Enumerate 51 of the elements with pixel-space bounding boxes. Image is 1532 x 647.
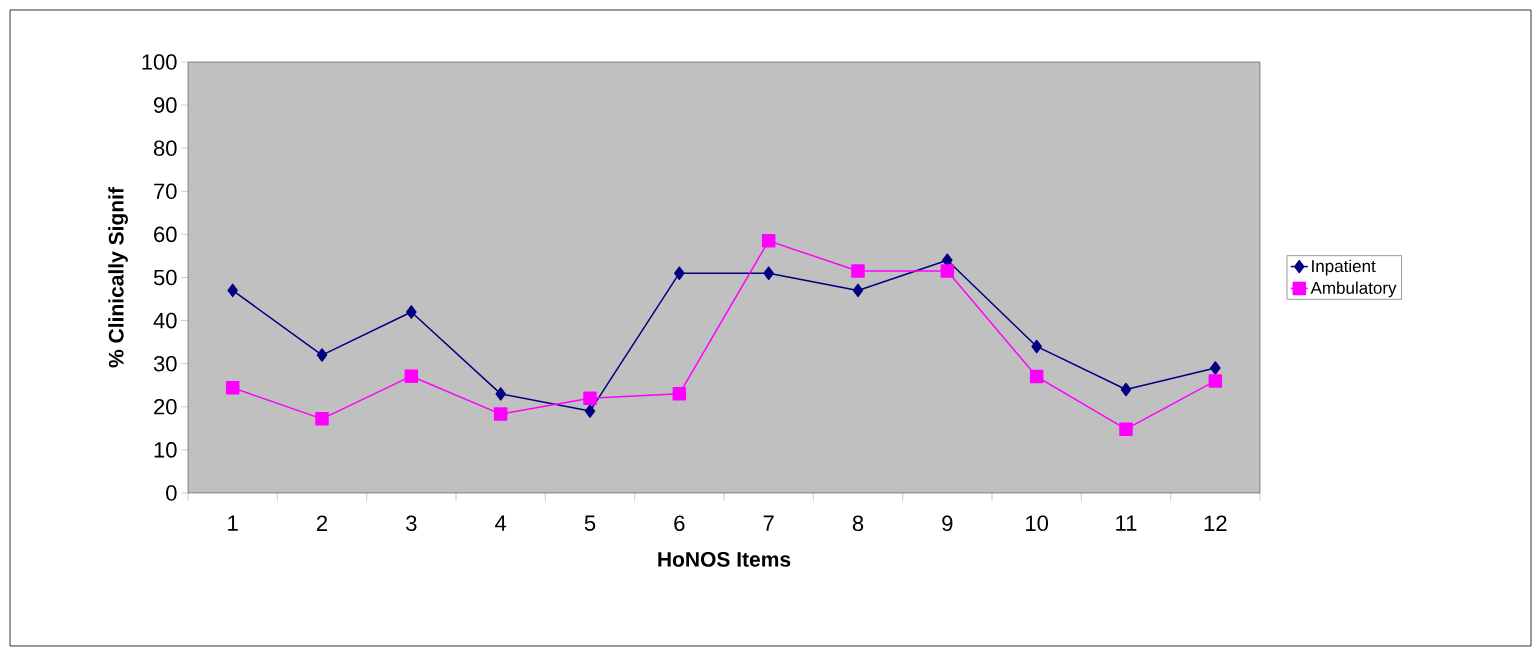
- point: [495, 387, 506, 401]
- point: [1029, 369, 1044, 384]
- x-tick-label: 4: [495, 515, 507, 531]
- point: [406, 305, 417, 319]
- point: [493, 407, 508, 421]
- x-tick-label: 10: [1026, 515, 1049, 532]
- point: [851, 264, 865, 278]
- y-tick-label: 30: [153, 355, 177, 372]
- y-tick-label: 60: [154, 226, 177, 243]
- point: [583, 391, 597, 405]
- point: [584, 404, 596, 418]
- y-tick-label: 0: [166, 485, 177, 501]
- point: [315, 412, 329, 426]
- x-tick-label: 3: [406, 515, 417, 532]
- x-tick-label: 11: [1116, 515, 1137, 531]
- y-tick-label: 10: [154, 442, 177, 458]
- point: [674, 266, 685, 280]
- point: [852, 283, 864, 298]
- legend-label: Inpatient: [1312, 259, 1376, 276]
- x-tick-label: 9: [942, 515, 953, 532]
- y-tick-label: 80: [153, 140, 177, 156]
- x-axis-title: HoNOS Items: [658, 551, 791, 567]
- point: [1119, 422, 1133, 436]
- point: [404, 369, 419, 383]
- x-tick-label: 12: [1204, 515, 1227, 531]
- y-tick-label: 100: [142, 54, 177, 70]
- x-tick-label: 8: [852, 515, 864, 532]
- point: [942, 253, 953, 267]
- point: [672, 387, 687, 401]
- x-tick-label: 2: [317, 515, 328, 531]
- y-tick-label: 20: [154, 398, 177, 415]
- x-tick-label: 7: [763, 515, 774, 531]
- y-tick-label: 90: [154, 97, 177, 113]
- point: [1208, 374, 1223, 388]
- y-tick-label: 50: [153, 269, 177, 286]
- x-tick-label: 6: [674, 515, 685, 532]
- point: [1120, 382, 1132, 397]
- point: [761, 234, 776, 248]
- point: [1031, 339, 1042, 354]
- x-tick-label: 5: [584, 515, 596, 531]
- x-tick-label: 1: [228, 515, 238, 531]
- point: [763, 266, 774, 280]
- y-tick-label: 40: [153, 312, 177, 329]
- point: [1210, 361, 1221, 375]
- point: [227, 283, 238, 298]
- point: [316, 348, 328, 362]
- y-tick-label: 70: [154, 183, 177, 200]
- point: [940, 264, 955, 278]
- y-axis-title: % Clinically Signif: [108, 187, 128, 368]
- legend-label: Ambulatory: [1310, 281, 1397, 298]
- point: [225, 381, 240, 395]
